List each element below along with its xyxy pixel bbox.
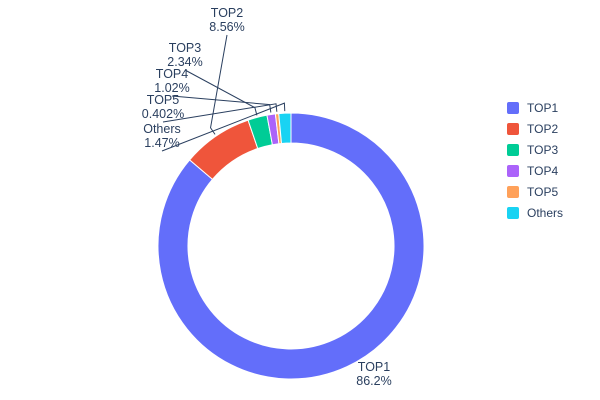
legend-swatch-icon — [507, 207, 519, 219]
legend-swatch-icon — [507, 144, 519, 156]
pie-slice-top1[interactable] — [157, 112, 425, 380]
legend-item-top5[interactable]: TOP5 — [507, 186, 563, 198]
legend-label: TOP5 — [527, 185, 559, 199]
legend-swatch-icon — [507, 186, 519, 198]
legend-swatch-icon — [507, 165, 519, 177]
slice-label-others: Others 1.47% — [143, 122, 181, 150]
pie-slice-others[interactable] — [278, 112, 292, 144]
leader-line-top5 — [162, 103, 278, 123]
legend-swatch-icon — [507, 123, 519, 135]
legend: TOP1 TOP2 TOP3 TOP4 TOP5 Others — [507, 102, 563, 219]
slice-label-top1: TOP1 86.2% — [356, 360, 391, 388]
slice-label-top2: TOP2 8.56% — [209, 6, 244, 34]
leader-line-top2 — [209, 34, 228, 135]
leader-line-top4 — [171, 95, 272, 113]
slice-label-top4: TOP4 1.02% — [154, 67, 189, 95]
legend-label: TOP3 — [527, 143, 559, 157]
slice-label-top3: TOP3 2.34% — [167, 41, 202, 69]
legend-item-others[interactable]: Others — [507, 207, 563, 219]
leader-line-others — [161, 102, 286, 152]
legend-label: TOP2 — [527, 122, 559, 136]
legend-label: Others — [527, 206, 564, 220]
legend-item-top3[interactable]: TOP3 — [507, 144, 563, 156]
legend-item-top2[interactable]: TOP2 — [507, 123, 563, 135]
legend-swatch-icon — [507, 102, 519, 114]
legend-item-top1[interactable]: TOP1 — [507, 102, 563, 114]
legend-label: TOP1 — [527, 101, 559, 115]
legend-item-top4[interactable]: TOP4 — [507, 165, 563, 177]
slice-label-top5: TOP5 0.402% — [142, 93, 184, 121]
legend-label: TOP4 — [527, 164, 559, 178]
